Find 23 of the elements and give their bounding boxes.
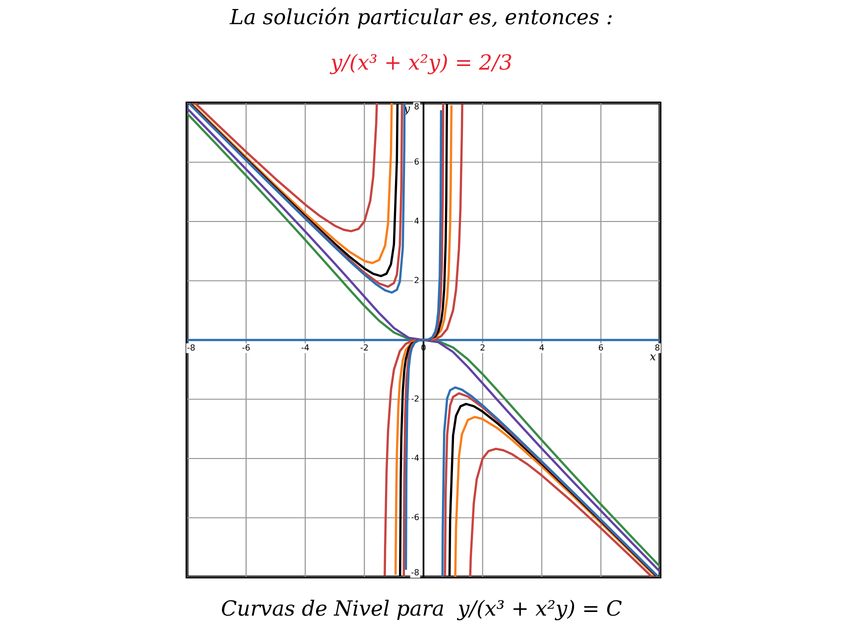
line-series: [384, 104, 464, 576]
line-series: [194, 103, 378, 232]
x-tick-label: 2: [480, 344, 484, 350]
text: Curvas de Nivel para y/(x³ + x²y) = C: [222, 600, 622, 620]
x-tick-label: 4: [540, 344, 544, 350]
x-tick-label: -8: [187, 344, 195, 351]
y-tick-label: 2: [414, 276, 418, 284]
x-axis-title: x: [650, 354, 656, 360]
x-tick-label: -2: [360, 344, 368, 350]
y-tick-label: 4: [414, 218, 419, 224]
y-tick-label: 6: [414, 158, 419, 165]
x-tick-label: 8: [655, 344, 660, 351]
y-tick-label: -4: [411, 454, 419, 461]
chart-subtitle: y/(x³ + x²y) = 2/3: [330, 54, 512, 74]
x-tick-label: -6: [242, 344, 250, 351]
y-tick-label: -8: [411, 569, 419, 576]
x-tick-label: 6: [598, 344, 603, 351]
chart-title: La solución particular es, entonces :: [230, 8, 612, 28]
y-tick-label: -2: [411, 395, 418, 402]
y-tick-label: -6: [411, 514, 419, 520]
line-series: [469, 448, 652, 577]
x-tick-label: -4: [302, 344, 309, 350]
y-tick-label: 8: [414, 103, 419, 110]
